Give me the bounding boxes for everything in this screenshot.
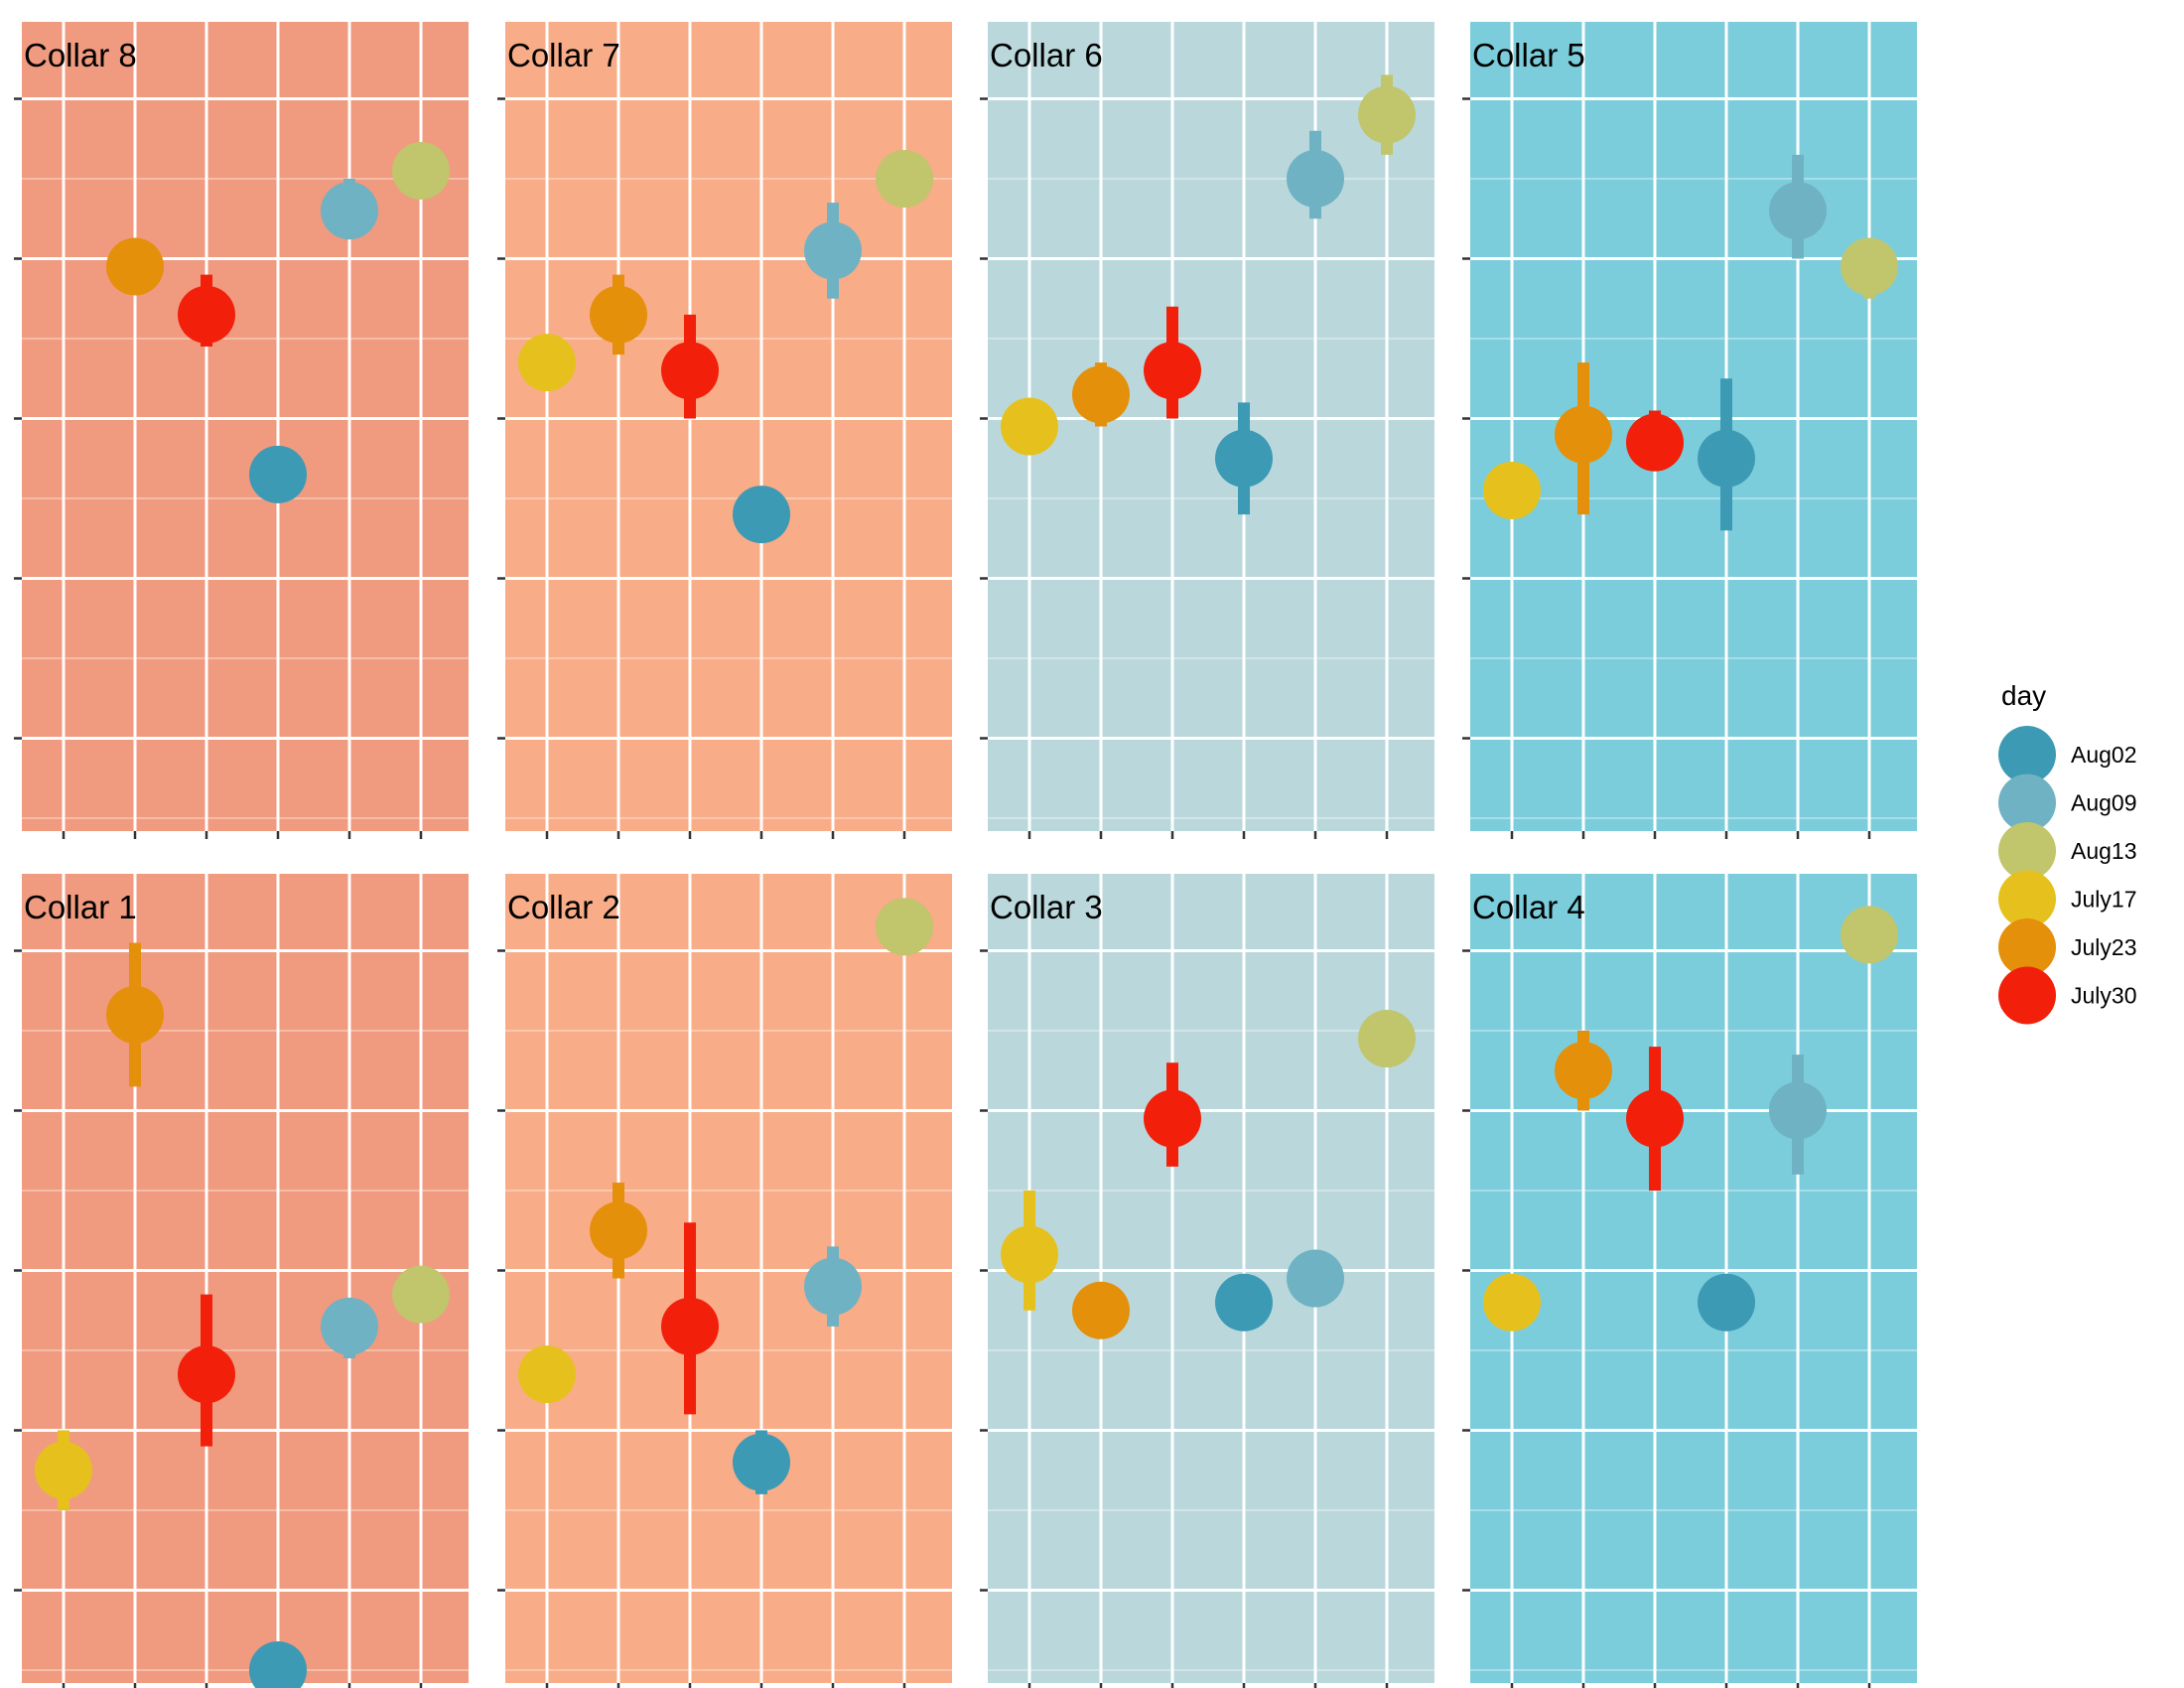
data-point — [1001, 397, 1058, 456]
data-point — [1144, 342, 1201, 400]
legend-item: Aug09 — [1998, 774, 2137, 832]
data-point — [249, 1641, 307, 1688]
data-point — [321, 1297, 378, 1355]
data-point — [1358, 85, 1416, 144]
data-point — [1698, 1273, 1755, 1332]
panel-title: Collar 6 — [990, 37, 1103, 73]
data-point — [392, 141, 450, 200]
data-point — [1001, 1225, 1058, 1284]
panel-background — [988, 874, 1434, 1683]
data-point — [321, 182, 378, 240]
data-point — [804, 1257, 862, 1316]
legend-title: day — [2001, 680, 2046, 711]
legend-label: Aug09 — [2071, 790, 2137, 816]
panel-title: Collar 7 — [507, 37, 620, 73]
data-point — [1769, 1081, 1827, 1140]
legend-swatch — [1998, 822, 2056, 880]
panel-background — [505, 22, 952, 831]
data-point — [1287, 150, 1344, 208]
chart-panels: Collar 8 Collar 7 Collar 6 Collar 5 Collar 1… — [14, 22, 1917, 1688]
data-point — [1555, 405, 1612, 464]
data-point — [876, 898, 933, 956]
data-point — [106, 985, 164, 1044]
panel-title: Collar 2 — [507, 889, 620, 925]
data-point — [733, 486, 790, 544]
panel: Collar 1 — [14, 874, 469, 1688]
data-point — [1555, 1042, 1612, 1100]
data-point — [804, 221, 862, 280]
panel-title: Collar 4 — [1472, 889, 1585, 925]
legend-item: July17 — [1998, 870, 2136, 928]
data-point — [876, 150, 933, 208]
data-point — [1626, 1089, 1684, 1148]
legend-item: July30 — [1998, 966, 2136, 1025]
panel-background — [1470, 22, 1917, 831]
legend-swatch — [1998, 870, 2056, 928]
data-point — [1358, 1010, 1416, 1068]
data-point — [518, 1345, 576, 1404]
data-point — [590, 285, 647, 344]
panel-title: Collar 8 — [24, 37, 137, 73]
legend-item: July23 — [1998, 918, 2136, 976]
panel: Collar 7 — [497, 22, 952, 839]
data-point — [1215, 1273, 1273, 1332]
legend-item: Aug02 — [1998, 726, 2137, 783]
data-point — [178, 1345, 235, 1404]
data-point — [1215, 429, 1273, 488]
panel-background — [988, 22, 1434, 831]
legend: day Aug02 Aug09 Aug13 July17 July23 July30 — [1998, 680, 2137, 1025]
legend-label: Aug02 — [2071, 742, 2137, 768]
data-point — [1483, 461, 1541, 519]
data-point — [1698, 429, 1755, 488]
legend-label: July17 — [2071, 887, 2136, 913]
panel-title: Collar 1 — [24, 889, 137, 925]
legend-item: Aug13 — [1998, 822, 2137, 880]
panel-background — [1470, 874, 1917, 1683]
data-point — [733, 1433, 790, 1491]
legend-swatch — [1998, 726, 2056, 783]
data-point — [1072, 365, 1130, 424]
data-point — [518, 334, 576, 392]
panel-title: Collar 3 — [990, 889, 1103, 925]
panel: Collar 2 — [497, 874, 952, 1688]
panel: Collar 3 — [980, 874, 1434, 1688]
legend-swatch — [1998, 966, 2056, 1025]
data-point — [1144, 1089, 1201, 1148]
panel: Collar 8 — [14, 22, 469, 839]
panel-title: Collar 5 — [1472, 37, 1585, 73]
legend-items: Aug02 Aug09 Aug13 July17 July23 July30 — [1998, 726, 2137, 1025]
panel-background — [22, 22, 469, 831]
data-point — [1841, 906, 1898, 964]
legend-label: July23 — [2071, 934, 2136, 960]
panel-background — [22, 874, 469, 1683]
data-point — [1626, 413, 1684, 472]
data-point — [1769, 182, 1827, 240]
data-point — [661, 342, 719, 400]
data-point — [1072, 1281, 1130, 1339]
data-point — [249, 445, 307, 503]
data-point — [1483, 1273, 1541, 1332]
panel: Collar 5 — [1462, 22, 1917, 839]
panel: Collar 4 — [1462, 874, 1917, 1688]
data-point — [178, 285, 235, 344]
legend-label: July30 — [2071, 983, 2136, 1009]
data-point — [590, 1201, 647, 1260]
data-point — [1287, 1249, 1344, 1308]
data-point — [35, 1441, 92, 1499]
legend-swatch — [1998, 774, 2056, 832]
panel-background — [505, 874, 952, 1683]
data-point — [392, 1265, 450, 1324]
data-point — [661, 1297, 719, 1355]
legend-swatch — [1998, 918, 2056, 976]
data-point — [1841, 237, 1898, 296]
panel: Collar 6 — [980, 22, 1434, 839]
legend-label: Aug13 — [2071, 838, 2137, 864]
data-point — [106, 237, 164, 296]
